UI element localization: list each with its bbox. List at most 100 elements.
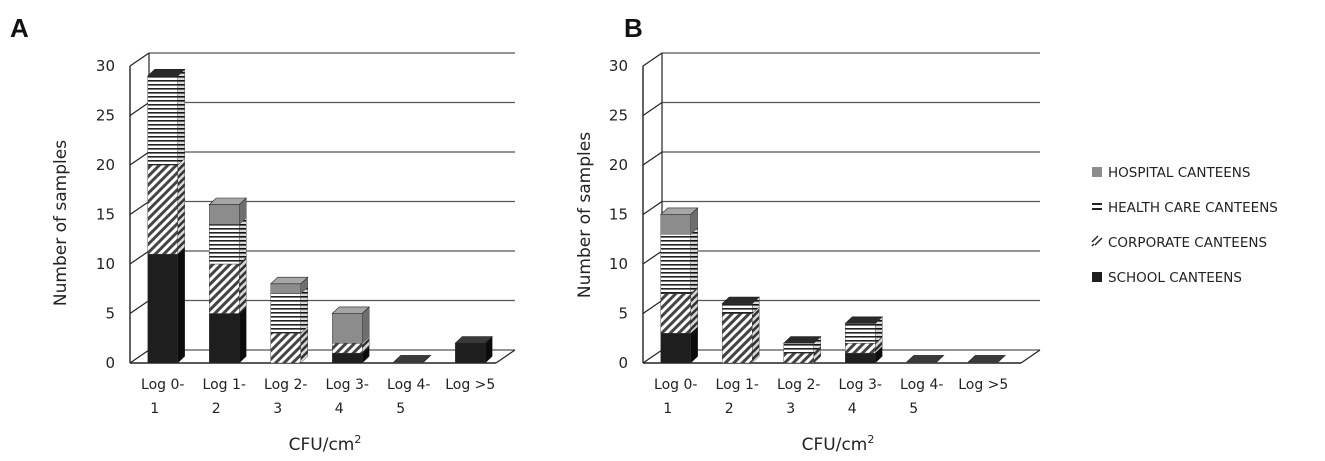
- bar-segment-school: [332, 352, 363, 364]
- bar-segment-school: [209, 313, 240, 364]
- gridline-depth: [642, 52, 663, 67]
- bar-stack: [721, 296, 761, 364]
- gridline-depth: [129, 201, 150, 215]
- legend-label-school: SCHOOL CANTEENS: [1108, 270, 1242, 286]
- floor-right-edge: [1020, 349, 1041, 364]
- bar-segment-hospital: [209, 204, 240, 225]
- y-tick-label: 0: [105, 354, 115, 372]
- bar-side-health-care: [300, 286, 308, 334]
- bar-top-cap: [146, 69, 186, 77]
- x-tick-label-line2: 4: [848, 401, 857, 417]
- gridline-depth: [129, 349, 150, 364]
- y-tick-label: 5: [105, 305, 115, 323]
- y-tick-label: 25: [609, 107, 628, 125]
- x-tick-label: Log >5: [958, 377, 1008, 393]
- x-tick-label: Log 4-: [900, 377, 943, 393]
- bar-side-health-care: [690, 227, 698, 295]
- legend-item-health-care: HEALTH CARE CANTEENS: [1092, 200, 1278, 216]
- bar-stack: [844, 316, 884, 364]
- bar-top-cap: [269, 276, 309, 285]
- bar-segment-school: [845, 352, 876, 364]
- bar-top-cap: [844, 316, 884, 324]
- gridline-depth: [129, 52, 150, 67]
- bar-segment-hospital: [332, 313, 363, 344]
- y-tick-label: 25: [96, 107, 115, 125]
- gridline-depth: [129, 250, 150, 265]
- bar-segment-health-care: [845, 323, 876, 344]
- legend-label-hospital: HOSPITAL CANTEENS: [1108, 165, 1250, 181]
- bar-zero-marker: [905, 355, 945, 363]
- bar-segment-health-care: [147, 75, 178, 166]
- floor-right-edge: [495, 349, 516, 364]
- legend-item-corporate: CORPORATE CANTEENS: [1091, 235, 1267, 251]
- gridline-depth: [642, 349, 663, 364]
- chart-panel-b: B Number of samples CFU/cm2 051015202530…: [575, 13, 1041, 455]
- gridline-depth: [642, 201, 663, 215]
- bar-zero-marker: [967, 355, 1007, 363]
- bar-zero-marker: [392, 355, 432, 363]
- bar-top-cap: [454, 336, 494, 344]
- x-tick-label-line2: 1: [150, 401, 159, 417]
- gridline-depth: [642, 151, 663, 166]
- x-tick-label-line2: 2: [212, 401, 221, 417]
- y-tick-label: 15: [96, 206, 115, 224]
- bar-segment-corporate: [270, 333, 301, 364]
- bar-top-cap: [331, 306, 371, 314]
- x-tick-label: Log >5: [445, 377, 495, 393]
- x-tick-labels-a: Log 0- 1 Log 1- 2 Log 2- 3 Log 3- 4 Log 4- 5 Log >…: [141, 377, 495, 417]
- bar-stack: [782, 336, 822, 364]
- y-tick-label: 15: [609, 206, 628, 224]
- bar-top-cap: [208, 197, 248, 205]
- bar-segment-school: [660, 333, 691, 364]
- y-tick-label: 20: [609, 156, 628, 174]
- gridline-depth: [642, 102, 663, 116]
- gridline-depth: [129, 300, 150, 314]
- bar-stack: [269, 276, 309, 364]
- panel-letter-a: A: [10, 13, 29, 43]
- x-tick-label-line2: 1: [663, 401, 672, 417]
- bar-side-health-care: [177, 68, 185, 166]
- x-axis-title-b: CFU/cm2: [802, 433, 875, 455]
- legend-item-school: SCHOOL CANTEENS: [1092, 270, 1242, 286]
- y-tick-label: 30: [609, 57, 628, 75]
- bars-a: [146, 68, 494, 364]
- bar-stack: [967, 355, 1007, 363]
- bar-segment-health-care: [209, 224, 240, 265]
- bar-side-school: [177, 247, 185, 364]
- y-ticks-b: 0 5 10 15 20 25 30: [609, 57, 628, 372]
- bar-side-health-care: [239, 217, 247, 265]
- x-tick-label: Log 2-: [264, 377, 307, 393]
- bar-segment-corporate: [660, 293, 691, 334]
- bar-stack: [392, 355, 432, 363]
- bar-segment-corporate: [147, 164, 178, 255]
- x-tick-label-line2: 3: [786, 401, 795, 417]
- bar-segment-corporate: [209, 263, 240, 314]
- x-tick-labels-b: Log 0- 1 Log 1- 2 Log 2- 3 Log 3- 4 Log 4- 5 Log >…: [654, 377, 1008, 417]
- gridline-depth: [642, 300, 663, 314]
- x-tick-label-line2: 2: [725, 401, 734, 417]
- legend-swatch-health-care: [1092, 203, 1102, 210]
- bar-segment-health-care: [270, 293, 301, 334]
- x-tick-label: Log 1-: [203, 377, 246, 393]
- legend-label-corporate: CORPORATE CANTEENS: [1108, 235, 1267, 251]
- x-tick-label: Log 2-: [777, 377, 820, 393]
- bar-segment-health-care: [660, 234, 691, 294]
- gridline-depth: [129, 151, 150, 166]
- gridline-depth: [129, 102, 150, 116]
- y-ticks-a: 0 5 10 15 20 25 30: [96, 57, 115, 372]
- gridlines-b: [642, 52, 1041, 364]
- bar-top-cap: [721, 296, 761, 304]
- bar-side-corporate: [690, 286, 698, 334]
- x-tick-label-line2: 3: [273, 401, 282, 417]
- legend-swatch-school: [1092, 272, 1102, 282]
- x-tick-label-line2: 5: [396, 401, 405, 417]
- bar-segment-hospital: [270, 283, 301, 294]
- y-tick-label: 20: [96, 156, 115, 174]
- bar-stack: [146, 68, 186, 364]
- bar-top-cap: [782, 336, 822, 344]
- bar-segment-corporate: [783, 352, 814, 364]
- bar-side-corporate: [239, 256, 247, 314]
- gridlines-a: [129, 52, 516, 364]
- y-tick-label: 5: [618, 305, 628, 323]
